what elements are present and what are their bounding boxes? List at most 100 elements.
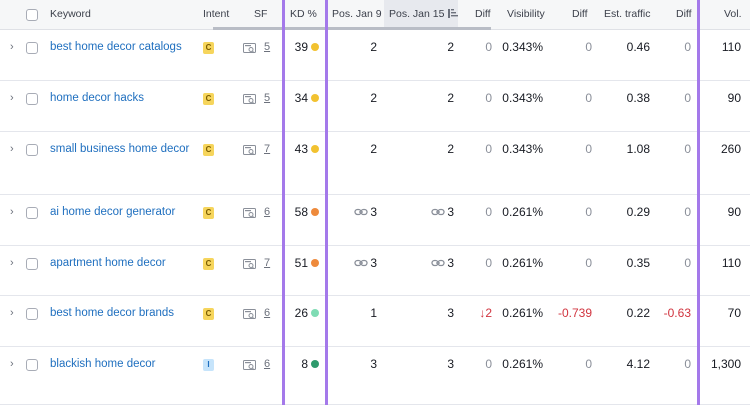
chevron-right-icon[interactable]: › (10, 358, 14, 370)
keyword-link[interactable]: small business home decor (50, 143, 190, 155)
chevron-right-icon[interactable]: › (10, 206, 14, 218)
table-row: › ai home decor generator C 6 58 3 3 0 0… (0, 195, 750, 246)
col-est-traffic[interactable]: Est. traffic (604, 8, 651, 20)
position-jan15-number: 3 (447, 357, 454, 371)
traffic-value: 1.08 (626, 142, 650, 156)
keyword-link[interactable]: best home decor catalogs (50, 41, 182, 53)
col-visibility[interactable]: Visibility (507, 8, 545, 20)
visibility-diff: 0 (585, 91, 592, 105)
chevron-right-icon[interactable]: › (10, 41, 14, 53)
intent-badge: C (203, 93, 214, 105)
row-checkbox[interactable] (26, 42, 38, 54)
traffic-diff: 0 (684, 40, 691, 54)
traffic-diff: 0 (684, 256, 691, 270)
position-jan15: 3 (390, 205, 454, 219)
position-diff-number: 0 (485, 40, 492, 54)
keyword-link[interactable]: best home decor brands (50, 307, 175, 319)
sf-count[interactable]: 7 (264, 143, 271, 155)
position-jan9-number: 2 (370, 142, 377, 156)
row-checkbox[interactable] (26, 359, 38, 371)
sf-count[interactable]: 6 (264, 358, 271, 370)
intent-badge: C (203, 258, 214, 270)
keyword-link[interactable]: blackish home decor (50, 358, 156, 370)
col-pos-jan15: Pos. Jan 15 (389, 8, 445, 20)
position-diff-number: 0 (485, 205, 492, 219)
volume-value: 260 (720, 142, 741, 156)
serp-features-icon[interactable] (243, 43, 256, 54)
kd-value: 26 (282, 306, 319, 320)
keyword-link[interactable]: home decor hacks (50, 92, 144, 104)
kd-difficulty-dot (311, 94, 319, 102)
serp-features-icon[interactable] (243, 360, 256, 371)
kd-number: 58 (294, 205, 308, 219)
chevron-right-icon[interactable]: › (10, 257, 14, 269)
intent-badge: C (203, 42, 214, 54)
intent-badge: I (203, 359, 214, 371)
table-header: Keyword Intent SF KD % Pos. Jan 9 Pos. J… (0, 0, 750, 30)
visibility-value: 0.343% (502, 142, 543, 156)
kd-difficulty-dot (311, 208, 319, 216)
serp-features-icon[interactable] (243, 309, 256, 320)
col-kd[interactable]: KD % (290, 8, 317, 20)
select-all-checkbox[interactable] (26, 9, 38, 21)
traffic-diff: 0 (684, 142, 691, 156)
kd-number: 39 (294, 40, 308, 54)
position-jan9-number: 2 (370, 40, 377, 54)
volume-value: 110 (721, 256, 741, 270)
sf-count[interactable]: 6 (264, 307, 271, 319)
volume-value: 1,300 (710, 357, 741, 371)
intent-badge: C (203, 144, 214, 156)
position-jan15: 3 (390, 357, 454, 371)
position-jan9: 3 (330, 256, 377, 270)
sf-count[interactable]: 7 (264, 257, 271, 269)
col-diff-traffic[interactable]: Diff (676, 8, 692, 20)
link-icon (354, 208, 368, 216)
row-checkbox[interactable] (26, 207, 38, 219)
col-pos-jan15-wrap[interactable]: Pos. Jan 15 (384, 0, 459, 29)
row-checkbox[interactable] (26, 144, 38, 156)
position-jan9: 3 (330, 357, 377, 371)
col-keyword[interactable]: Keyword (50, 8, 91, 20)
chevron-right-icon[interactable]: › (10, 307, 14, 319)
col-diff-visibility[interactable]: Diff (572, 8, 588, 20)
sf-count[interactable]: 6 (264, 206, 271, 218)
visibility-diff: 0 (585, 40, 592, 54)
chevron-right-icon[interactable]: › (10, 92, 14, 104)
col-volume[interactable]: Vol. (724, 8, 742, 20)
sf-count[interactable]: 5 (264, 92, 271, 104)
serp-features-icon[interactable] (243, 208, 256, 219)
kd-value: 43 (282, 142, 319, 156)
col-pos-jan9[interactable]: Pos. Jan 9 (332, 8, 382, 20)
visibility-diff: 0 (585, 205, 592, 219)
position-diff-number: 2 (485, 306, 492, 320)
row-checkbox[interactable] (26, 93, 38, 105)
position-jan9-number: 2 (370, 91, 377, 105)
chevron-right-icon[interactable]: › (10, 143, 14, 155)
position-diff-number: 0 (485, 256, 492, 270)
row-checkbox[interactable] (26, 258, 38, 270)
traffic-value: 0.29 (626, 205, 650, 219)
volume-value: 70 (727, 306, 741, 320)
intent-badge: C (203, 207, 214, 219)
keyword-link[interactable]: apartment home decor (50, 257, 166, 269)
kd-difficulty-dot (311, 309, 319, 317)
position-jan9-number: 1 (370, 306, 377, 320)
kd-difficulty-dot (311, 145, 319, 153)
serp-features-icon[interactable] (243, 94, 256, 105)
volume-value: 110 (721, 40, 741, 54)
visibility-value: 0.261% (502, 306, 543, 320)
keyword-link[interactable]: ai home decor generator (50, 206, 176, 218)
position-jan9: 3 (330, 205, 377, 219)
table-row: › best home decor brands C 6 26 1 3 ↓2 0… (0, 296, 750, 347)
col-intent[interactable]: Intent (203, 8, 230, 20)
col-diff-position[interactable]: Diff (475, 8, 491, 20)
col-sf[interactable]: SF (254, 8, 268, 20)
position-diff: 0 (460, 205, 492, 219)
table-row: › best home decor catalogs C 5 39 2 2 0 … (0, 30, 750, 81)
serp-features-icon[interactable] (243, 145, 256, 156)
serp-features-icon[interactable] (243, 259, 256, 270)
row-checkbox[interactable] (26, 308, 38, 320)
sf-count[interactable]: 5 (264, 41, 271, 53)
sort-icon[interactable] (448, 9, 459, 18)
